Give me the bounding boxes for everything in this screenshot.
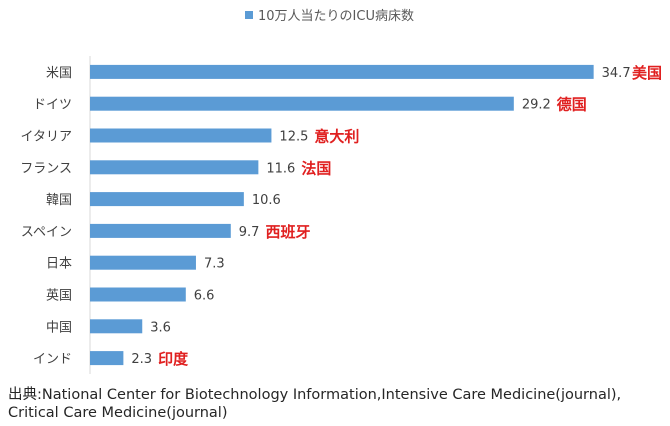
bar (90, 192, 244, 207)
category-label: フランス (20, 161, 72, 176)
value-label: 34.7 (602, 66, 631, 81)
value-label: 3.6 (150, 320, 171, 335)
annotation-label: 法国 (301, 159, 331, 177)
bar (90, 287, 186, 302)
bar (90, 223, 231, 238)
category-label: ドイツ (33, 98, 72, 113)
source-line-2: Critical Care Medicine(journal) (8, 405, 228, 421)
bar (90, 160, 259, 175)
annotation-label: 印度 (158, 350, 189, 368)
bar (90, 128, 272, 143)
category-label: イタリア (21, 130, 72, 145)
value-label: 7.3 (204, 257, 225, 272)
bar (90, 64, 594, 79)
annotation-label: 美国 (632, 64, 662, 82)
bar (90, 351, 124, 366)
value-label: 12.5 (279, 130, 308, 145)
category-label: 英国 (46, 289, 72, 304)
category-label: 日本 (46, 257, 72, 272)
bar (90, 255, 196, 270)
category-label: 韓国 (46, 193, 72, 208)
category-label: スペイン (21, 225, 72, 240)
bar (90, 319, 143, 334)
value-label: 2.3 (131, 352, 152, 367)
annotation-label: 德国 (557, 96, 587, 114)
value-label: 11.6 (266, 161, 295, 176)
category-label: 中国 (46, 320, 72, 335)
legend-label: 10万人当たりのICU病床数 (258, 9, 414, 24)
category-label: インド (33, 352, 72, 367)
annotation-label: 意大利 (314, 128, 359, 146)
category-label: 米国 (46, 66, 72, 81)
value-label: 6.6 (194, 289, 215, 304)
source-line-1: 出典:National Center for Biotechnology Inf… (8, 387, 622, 403)
value-label: 9.7 (239, 225, 260, 240)
annotation-label: 西班牙 (265, 223, 310, 241)
legend: 10万人当たりのICU病床数 (245, 9, 414, 24)
source-note: 出典:National Center for Biotechnology Inf… (8, 386, 668, 422)
value-label: 10.6 (252, 193, 281, 208)
value-label: 29.2 (522, 98, 551, 113)
legend-swatch (245, 11, 253, 19)
bar (90, 96, 514, 111)
